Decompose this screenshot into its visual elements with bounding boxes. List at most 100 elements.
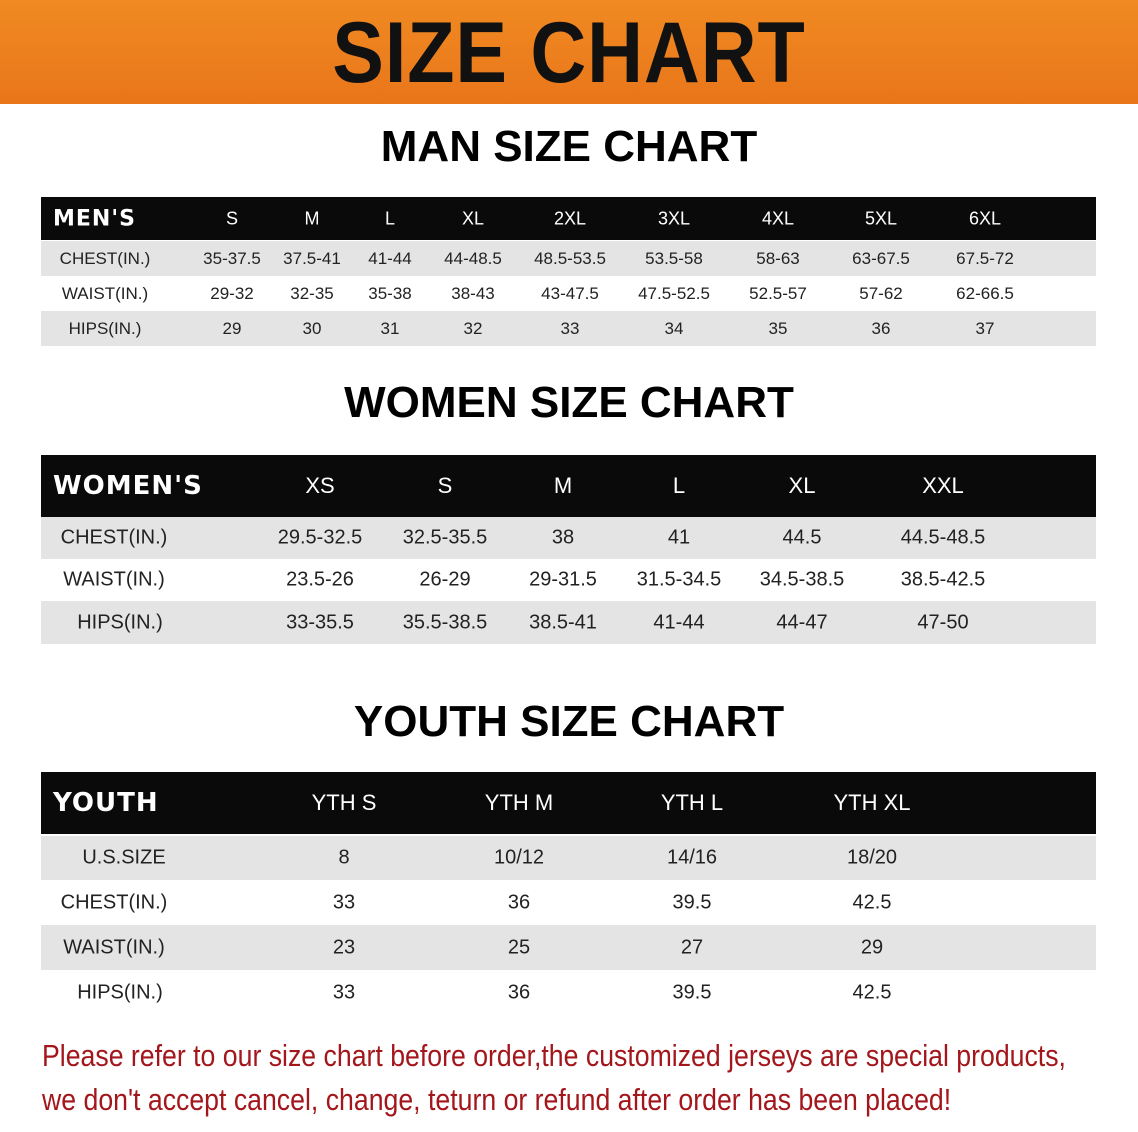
size-column-header: L bbox=[672, 473, 686, 498]
size-column-header: M bbox=[304, 208, 320, 228]
table-cell: 32-35 bbox=[290, 284, 334, 303]
table-row: CHEST(IN.) 29.5-32.5 32.5-35.5 38 41 44.5 44.5… bbox=[41, 517, 1096, 559]
table-cell: 37 bbox=[975, 318, 995, 338]
size-column-header: M bbox=[553, 473, 573, 498]
table-cell: 41 bbox=[667, 526, 691, 549]
table-cell: 42.5 bbox=[852, 981, 892, 1003]
table-header-label: WOMEN'S bbox=[53, 471, 203, 501]
table-row: CHEST(IN.) 33 36 39.5 42.5 bbox=[41, 880, 1096, 925]
table-cell: 34.5-38.5 bbox=[759, 568, 845, 591]
table-header-label: YOUTH bbox=[53, 788, 159, 818]
size-column-header: 3XL bbox=[657, 208, 691, 228]
women-section-title: WOMEN SIZE CHART bbox=[344, 378, 794, 427]
size-column-header: 6XL bbox=[968, 208, 1002, 228]
table-cell: 36 bbox=[507, 891, 531, 913]
table-header: YOUTH YTH S YTH M YTH L YTH XL bbox=[41, 772, 1096, 834]
table-cell: 58-63 bbox=[756, 248, 800, 268]
table-cell: 35-38 bbox=[368, 284, 412, 303]
youth-size-table: YOUTH YTH S YTH M YTH L YTH XL U.S.SIZE 8 10/12… bbox=[41, 772, 1096, 1016]
table-cell: 29.5-32.5 bbox=[277, 526, 363, 549]
table-cell: 39.5 bbox=[672, 891, 712, 913]
table-header-label: MEN'S bbox=[53, 206, 136, 231]
table-header: WOMEN'S XS S M L XL XXL bbox=[41, 455, 1096, 517]
table-cell: 25 bbox=[507, 936, 531, 958]
table-cell: 33 bbox=[332, 891, 356, 913]
size-column-header: XS bbox=[305, 473, 335, 498]
table-cell: 53.5-58 bbox=[645, 248, 703, 268]
table-cell: 62-66.5 bbox=[956, 284, 1014, 303]
banner: SIZE CHART bbox=[0, 0, 1138, 104]
table-cell: 35 bbox=[768, 318, 788, 338]
size-column-header: XL bbox=[461, 208, 485, 228]
row-label: WAIST(IN.) bbox=[63, 936, 165, 958]
table-cell: 38 bbox=[551, 526, 575, 549]
table-cell: 33-35.5 bbox=[286, 611, 354, 633]
table-header: MEN'S S M L XL 2XL 3XL 4XL 5XL 6XL bbox=[41, 197, 1096, 240]
table-cell: 29-32 bbox=[210, 284, 254, 303]
table-cell: 48.5-53.5 bbox=[534, 248, 606, 268]
size-column-header: XXL bbox=[922, 473, 964, 498]
table-cell: 52.5-57 bbox=[749, 284, 807, 303]
table-cell: 38.5-41 bbox=[529, 611, 597, 633]
table-cell: 41-44 bbox=[368, 248, 412, 268]
table-row: WAIST(IN.) 23.5-26 26-29 29-31.5 31.5-34.5 34… bbox=[41, 559, 1096, 601]
men-section-title: MAN SIZE CHART bbox=[380, 122, 758, 171]
size-column-header: L bbox=[384, 208, 396, 228]
table-cell: 26-29 bbox=[419, 568, 471, 591]
table-cell: 36 bbox=[871, 318, 891, 338]
size-column-header: YTH M bbox=[484, 790, 554, 815]
table-cell: 41-44 bbox=[653, 611, 705, 633]
table-cell: 35-37.5 bbox=[203, 248, 261, 268]
row-label: HIPS(IN.) bbox=[77, 611, 163, 633]
table-row: U.S.SIZE 8 10/12 14/16 18/20 bbox=[41, 836, 1096, 880]
table-row: HIPS(IN.) 33-35.5 35.5-38.5 38.5-41 41-44 44-… bbox=[41, 601, 1096, 644]
size-column-header: YTH L bbox=[660, 790, 724, 815]
table-cell: 29 bbox=[222, 318, 242, 338]
size-column-header: S bbox=[437, 473, 453, 498]
table-cell: 37.5-41 bbox=[283, 248, 341, 268]
row-label: WAIST(IN.) bbox=[61, 284, 149, 303]
table-cell: 67.5-72 bbox=[956, 248, 1014, 268]
table-cell: 29-31.5 bbox=[529, 568, 597, 591]
table-cell: 33 bbox=[560, 318, 580, 338]
size-column-header: S bbox=[225, 208, 239, 228]
table-cell: 38-43 bbox=[451, 284, 495, 303]
table-cell: 27 bbox=[680, 936, 704, 958]
table-cell: 31.5-34.5 bbox=[636, 568, 722, 591]
table-cell: 29 bbox=[860, 936, 884, 958]
men-size-table: MEN'S S M L XL 2XL 3XL 4XL 5XL 6XL CHEST(IN.) 35-37… bbox=[41, 197, 1096, 346]
row-label: U.S.SIZE bbox=[82, 846, 166, 869]
row-label: WAIST(IN.) bbox=[63, 568, 165, 591]
notice-line-2: we don't accept cancel, change, teturn o… bbox=[42, 1082, 952, 1117]
table-cell: 30 bbox=[302, 318, 322, 338]
table-cell: 32 bbox=[463, 318, 483, 338]
row-label: HIPS(IN.) bbox=[68, 318, 142, 338]
row-label: CHEST(IN.) bbox=[59, 248, 151, 268]
size-column-header: YTH S bbox=[311, 790, 377, 815]
size-column-header: YTH XL bbox=[833, 790, 911, 815]
banner-title: SIZE CHART bbox=[332, 5, 806, 101]
table-cell: 44-47 bbox=[776, 611, 828, 633]
row-label: HIPS(IN.) bbox=[77, 981, 163, 1003]
notice-line-1: Please refer to our size chart before or… bbox=[42, 1038, 1066, 1073]
table-cell: 57-62 bbox=[859, 284, 903, 303]
size-column-header: 5XL bbox=[864, 208, 898, 228]
table-cell: 8 bbox=[338, 846, 350, 869]
table-cell: 42.5 bbox=[852, 891, 892, 913]
table-row: HIPS(IN.) 29 30 31 32 33 34 35 36 37 bbox=[41, 311, 1096, 346]
size-column-header: 2XL bbox=[553, 208, 587, 228]
table-cell: 34 bbox=[664, 318, 684, 338]
table-cell: 36 bbox=[507, 981, 531, 1003]
table-cell: 44.5-48.5 bbox=[900, 526, 986, 549]
table-row: WAIST(IN.) 23 25 27 29 bbox=[41, 925, 1096, 970]
table-cell: 44-48.5 bbox=[444, 248, 502, 268]
youth-section-title: YOUTH SIZE CHART bbox=[353, 697, 785, 746]
table-cell: 47-50 bbox=[917, 611, 969, 633]
table-cell: 39.5 bbox=[672, 981, 712, 1003]
table-cell: 63-67.5 bbox=[852, 248, 910, 268]
table-cell: 23 bbox=[332, 936, 356, 958]
table-cell: 10/12 bbox=[493, 846, 545, 869]
table-cell: 23.5-26 bbox=[286, 568, 354, 591]
table-cell: 47.5-52.5 bbox=[638, 284, 710, 303]
table-cell: 33 bbox=[332, 981, 356, 1003]
